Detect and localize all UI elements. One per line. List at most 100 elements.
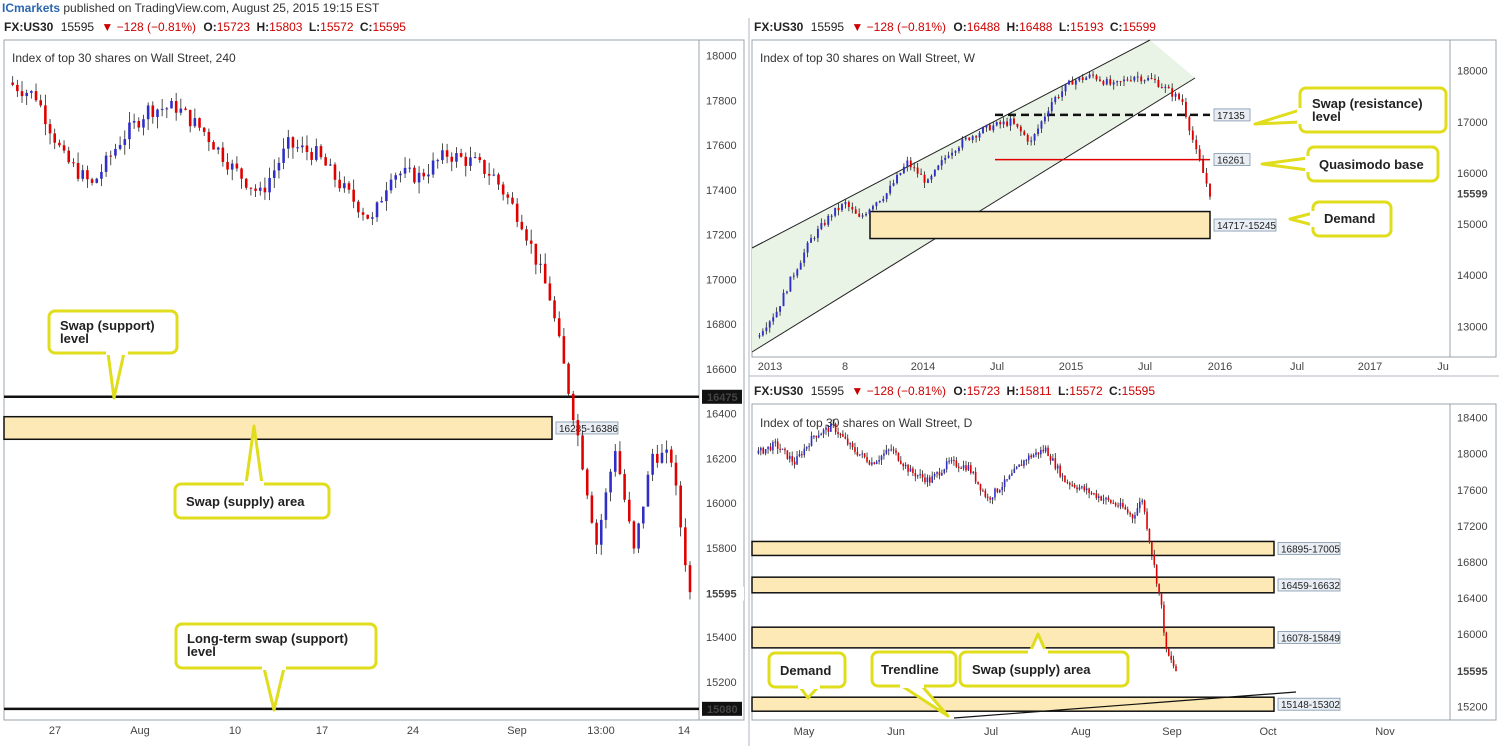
candle-body [1141,500,1144,502]
d-y-tick-17600: 17600 [1457,485,1488,497]
candle-body [1112,502,1115,504]
candle-body [1090,493,1093,495]
candle-body [1147,78,1150,81]
candle-body [511,197,514,204]
candle-body [834,423,837,433]
candle-body [995,122,998,126]
candle-body [1042,449,1045,452]
candle-body [1033,133,1036,141]
candle-body [979,483,982,491]
candle-body [142,119,145,128]
candle-body [329,164,332,166]
candle-body [948,460,950,462]
candle-body [445,150,449,157]
candle-body [1122,502,1124,508]
h4-zone [3,415,553,441]
candle-body [1059,465,1061,477]
candle-body [305,145,309,153]
candle-body [871,206,874,210]
candle-body [1205,172,1208,184]
candle-body [955,460,958,467]
candle-body [118,144,122,149]
candle-body [854,447,856,452]
d-zone-label-box [1277,697,1341,711]
candle-body [1027,455,1030,460]
callout-long-term-swap: Long-term swap (support) level [174,622,378,712]
candle-body [347,183,351,190]
candle-body [11,82,14,85]
h4-y-tick-15400: 15400 [706,632,737,644]
candle-body [16,84,19,92]
candle-body [1110,499,1112,503]
candle-body [938,472,941,476]
candle-body [947,155,950,158]
candle-body [506,194,510,198]
brand-link[interactable]: ICmarkets [2,1,61,15]
candle-body [789,276,792,292]
candle-body [1068,482,1071,485]
d-x-tick: Jul [984,726,998,738]
candle-body [595,522,598,545]
weekly-change: ▼ −128 (−0.81%) [851,20,946,34]
candle-body [967,465,970,471]
d-x-tick: Jun [887,726,905,738]
h4-x-tick: 13:00 [587,725,615,737]
h4-y-tick-16000: 16000 [706,498,737,510]
candle-body [277,162,281,171]
candle-body [324,157,327,166]
candle-body [1035,452,1037,455]
callout-swap-supply-h4: Swap (supply) area [173,424,331,520]
d-zone-label: 16078-15849 [1281,634,1340,645]
candle-body [403,167,407,174]
candle-body [1167,86,1170,89]
candle-body [431,160,435,175]
candle-body [1126,509,1129,513]
h4-y-tick-18000: 18000 [706,51,737,63]
h4-open: 15723 [217,20,251,34]
candle-body [858,213,861,217]
candle-body [240,168,243,179]
h4-x-tick: 17 [316,725,328,737]
candle-body [104,155,108,172]
candle-body [964,137,967,140]
candle-body [34,91,38,101]
candle-body [957,147,960,152]
candle-body [1095,75,1098,80]
candle-body [1071,80,1074,85]
candle-body [1117,505,1119,507]
candle-body [810,238,812,243]
candle-body [909,160,912,168]
candle-body [960,467,962,469]
candle-body [813,237,816,239]
h4-y-tick-17200: 17200 [706,230,737,242]
candle-body [768,321,771,328]
candle-body [1081,486,1083,488]
candle-body [399,173,402,176]
candle-body [81,170,85,179]
candle-body [1013,118,1015,124]
daily-open: 15723 [967,384,1001,398]
candle-body [557,318,561,337]
h4-level-tag [702,389,742,404]
candle-body [1119,81,1122,83]
candle-body [301,145,304,148]
w-x-tick: 2015 [1059,361,1083,373]
candle-body [834,207,837,216]
candle-body [179,108,183,113]
candle-body [1023,131,1026,135]
h4-current-price-label: 15595 [706,589,737,601]
weekly-panel: FX:US30 15595 ▼ −128 (−0.81%) O:16488 H:… [751,20,1497,373]
candle-body [1026,134,1029,142]
candle-body [851,443,854,448]
candle-body [1064,84,1067,92]
candle-body [1002,121,1005,125]
w-x-tick: Jul [1138,361,1152,373]
candle-body [975,136,978,138]
candle-body [933,169,936,176]
candle-body [1148,529,1151,543]
candle-body [291,137,295,148]
candle-body [665,449,668,453]
callout-swap-support: Swap (support) level [47,309,179,400]
candle-body [1105,497,1107,500]
candle-body [1008,475,1011,480]
